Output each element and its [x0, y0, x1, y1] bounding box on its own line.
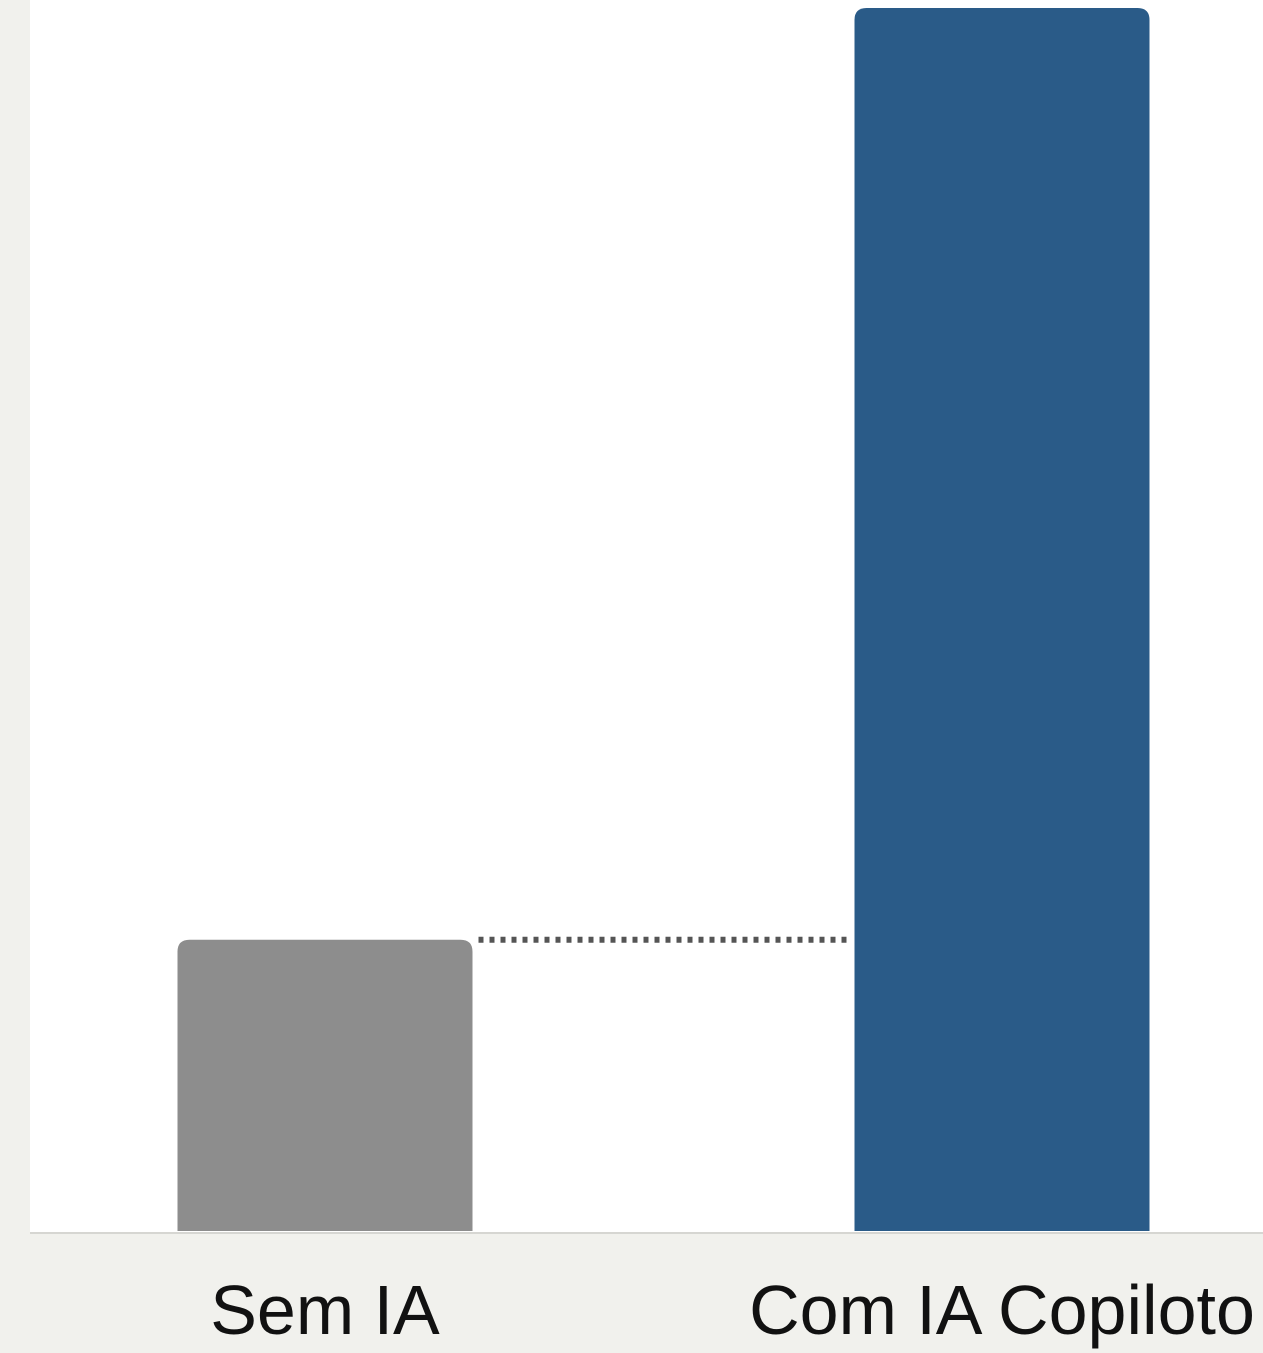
category-labels-group: Sem IA Com IA Copiloto [210, 1271, 1255, 1349]
bar-sem-ia [177, 939, 473, 1231]
category-label-sem-ia: Sem IA [210, 1271, 440, 1349]
category-label-com-ia-copiloto: Com IA Copiloto [749, 1271, 1255, 1349]
bars-group [177, 8, 1150, 1231]
bar-com-ia-copiloto [854, 8, 1150, 1231]
